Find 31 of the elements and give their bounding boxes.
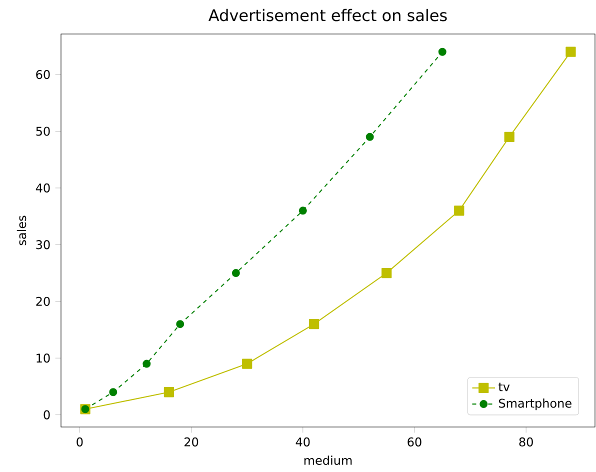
point — [438, 48, 446, 56]
y-tick-label: 30 — [36, 240, 50, 250]
point — [382, 268, 392, 278]
point — [454, 206, 464, 216]
x-axis-title: medium — [304, 456, 352, 465]
legend-label: tv — [498, 382, 510, 392]
point — [142, 360, 151, 368]
point — [164, 387, 174, 398]
point — [566, 46, 576, 57]
legend-label: Smartphone — [498, 398, 572, 410]
y-tick-label: 40 — [36, 183, 50, 193]
x-tick-label: 0 — [76, 437, 83, 446]
y-tick-label: 10 — [36, 354, 50, 363]
x-tick-label: 40 — [296, 437, 310, 446]
chart-title: Advertisement effect on sales — [208, 8, 447, 22]
x-tick-label: 80 — [519, 437, 533, 446]
point — [366, 132, 374, 141]
point — [308, 319, 320, 330]
y-tick-label: 0 — [44, 410, 50, 420]
x-tick-label: 20 — [184, 437, 198, 446]
y-tick-label: 60 — [36, 70, 50, 80]
point — [176, 320, 184, 328]
point — [298, 206, 307, 215]
point — [232, 269, 240, 278]
y-tick-label: 20 — [36, 296, 50, 306]
x-tick-label: 60 — [408, 437, 422, 446]
point — [504, 132, 514, 142]
y-axis-title: sales — [16, 216, 26, 246]
point — [109, 388, 118, 396]
y-tick-label: 50 — [36, 126, 50, 136]
point — [242, 358, 252, 369]
